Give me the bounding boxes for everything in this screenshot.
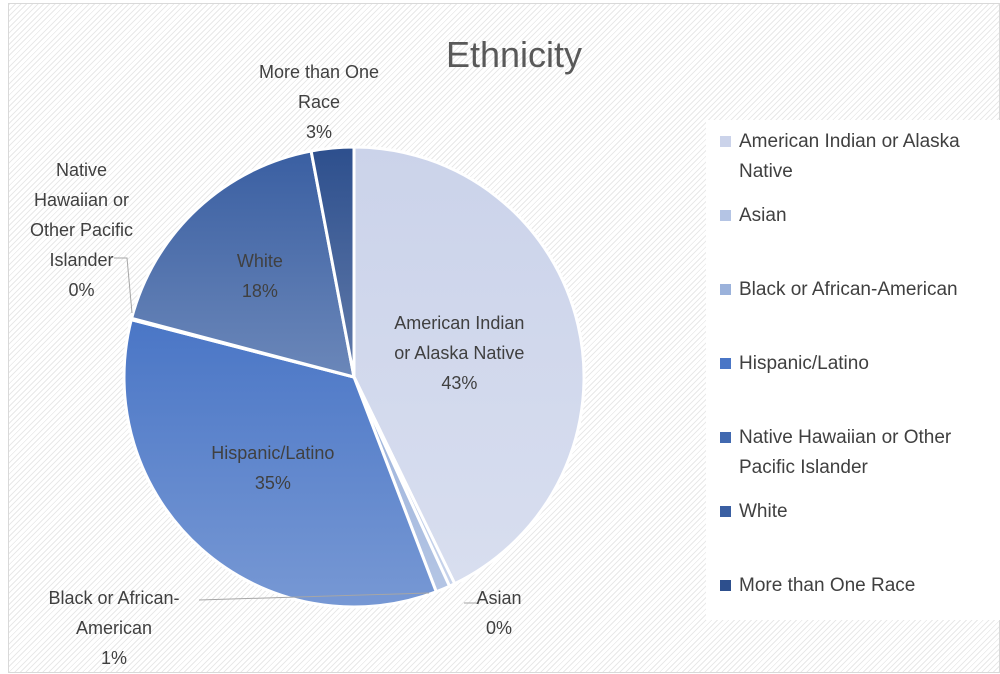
data-label-name: Race bbox=[297, 92, 341, 112]
data-label-name: Hawaiian or bbox=[33, 190, 130, 210]
pie-chart bbox=[114, 145, 586, 609]
legend-swatch bbox=[720, 506, 731, 517]
legend-swatch bbox=[720, 284, 731, 295]
data-label-0: American Indian or Alaska Native 43% bbox=[359, 308, 559, 398]
legend-swatch bbox=[720, 210, 731, 221]
data-label-name: Other Pacific bbox=[29, 220, 134, 240]
data-label-4: Native Hawaiian or Other Pacific Islander 0% bbox=[9, 155, 154, 305]
data-label-3: Hispanic/Latino 35% bbox=[173, 438, 373, 498]
data-label-percent: 0% bbox=[485, 618, 512, 638]
leader-line-4 bbox=[114, 257, 133, 314]
legend-label: Hispanic/Latino bbox=[739, 353, 869, 374]
data-label-name: Hispanic/Latino bbox=[211, 442, 335, 463]
legend-label: Native Hawaiian or Other Pacific Islande… bbox=[739, 427, 952, 478]
data-label-name: American Indian bbox=[394, 312, 525, 333]
legend-item-american-indian: American Indian or Alaska Native bbox=[720, 127, 995, 187]
data-label-name: American bbox=[75, 618, 153, 638]
data-label-name: Islander bbox=[49, 250, 114, 270]
legend-swatch bbox=[720, 358, 731, 369]
legend-label: Asian bbox=[739, 205, 787, 226]
legend-swatch bbox=[720, 432, 731, 443]
data-label-name: or Alaska Native bbox=[394, 342, 525, 363]
pie-slice-3 bbox=[122, 317, 439, 609]
pie-slice-6 bbox=[309, 145, 356, 378]
data-label-percent: 0% bbox=[68, 280, 95, 300]
chart-area: Ethnicity American Indian or Alaska Nativ… bbox=[8, 3, 1000, 673]
legend-item-more-than-one: More than One Race bbox=[720, 571, 995, 601]
data-label-name: Native bbox=[55, 160, 108, 180]
legend-item-asian: Asian bbox=[720, 201, 995, 231]
data-label-2: Black or African- American 1% bbox=[19, 583, 209, 673]
leader-line-2 bbox=[198, 592, 430, 601]
legend-label: White bbox=[739, 501, 788, 522]
data-label-name: White bbox=[236, 251, 283, 272]
data-label-percent: 1% bbox=[100, 648, 127, 668]
data-label-percent: 43% bbox=[441, 372, 478, 393]
legend-swatch bbox=[720, 580, 731, 591]
legend-item-native-hawaiian: Native Hawaiian or Other Pacific Islande… bbox=[720, 423, 995, 483]
legend-label: More than One Race bbox=[739, 575, 916, 596]
chart-title: Ethnicity bbox=[445, 34, 583, 75]
legend-swatch bbox=[720, 136, 731, 147]
legend-item-hispanic: Hispanic/Latino bbox=[720, 349, 995, 379]
data-label-name: More than One bbox=[258, 62, 380, 82]
legend-item-white: White bbox=[720, 497, 995, 527]
data-label-percent: 35% bbox=[254, 472, 291, 493]
data-label-percent: 18% bbox=[241, 281, 278, 302]
data-label-name: Asian bbox=[476, 588, 522, 608]
pie-slice-0 bbox=[352, 145, 586, 586]
legend: American Indian or Alaska Native Asian B… bbox=[706, 120, 1000, 620]
data-label-name: Black or African- bbox=[48, 588, 180, 608]
legend-label: American Indian or Alaska Native bbox=[739, 131, 960, 182]
data-label-5: White 18% bbox=[200, 246, 320, 306]
pie-slice-5 bbox=[129, 149, 356, 380]
legend-label: Black or African-American bbox=[739, 279, 958, 300]
data-label-percent: 3% bbox=[305, 122, 332, 142]
data-label-1: Asian 0% bbox=[449, 583, 549, 643]
legend-item-black: Black or African-American bbox=[720, 275, 995, 305]
data-label-6: More than One Race 3% bbox=[239, 57, 399, 147]
